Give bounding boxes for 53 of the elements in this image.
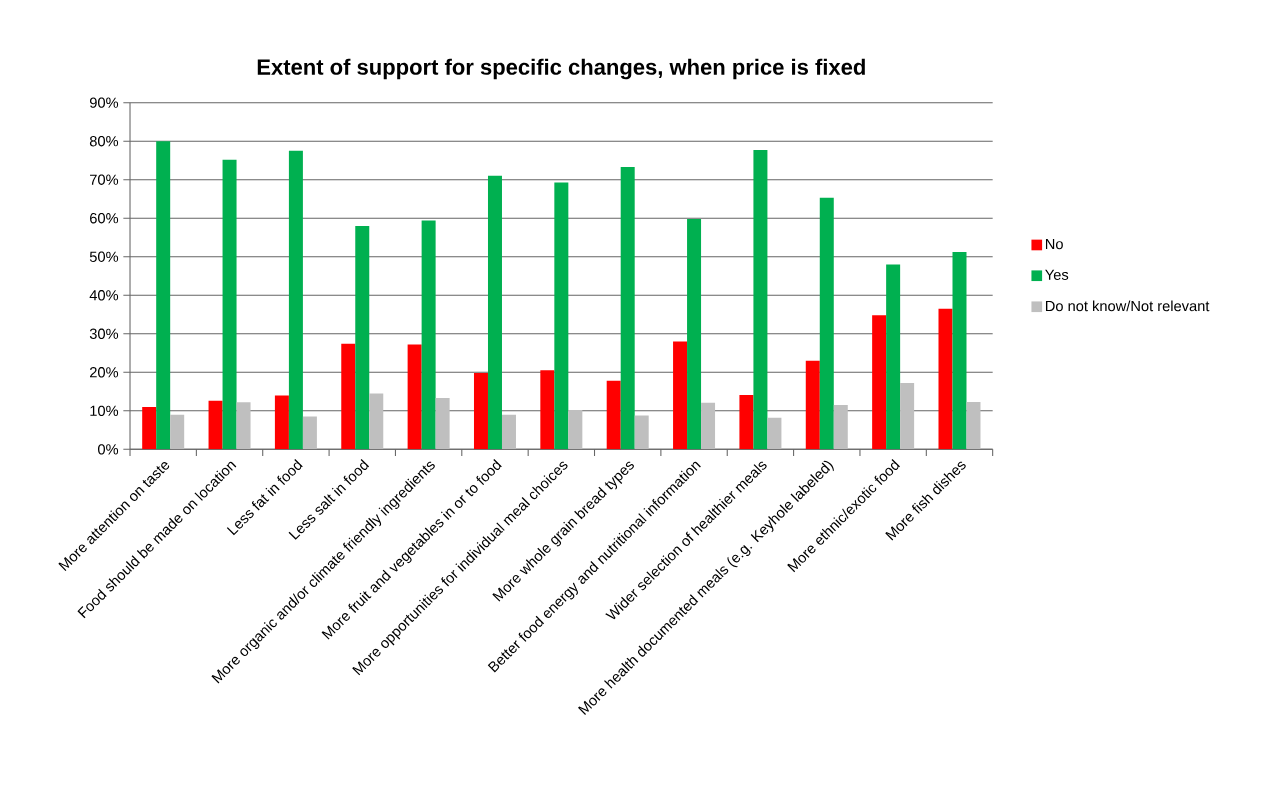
y-tick-label: 70%: [90, 174, 119, 186]
bar: [767, 417, 782, 450]
legend-label: No: [1045, 239, 1063, 250]
bar: [900, 383, 915, 450]
bar: [701, 402, 716, 450]
bar: [355, 226, 370, 450]
bar: [886, 264, 901, 450]
bar: [634, 415, 649, 450]
bar: [487, 176, 502, 450]
bar: [833, 405, 848, 450]
y-tick-label: 20%: [90, 367, 119, 378]
bar: [606, 380, 621, 450]
bar: [739, 395, 754, 450]
bar: [753, 150, 768, 450]
bar: [170, 414, 185, 450]
bar: [341, 343, 356, 450]
bar: [554, 182, 569, 450]
bar: [687, 219, 702, 450]
bar: [568, 410, 583, 450]
bar: [673, 341, 688, 450]
bar: [938, 308, 953, 450]
bar: [473, 373, 488, 450]
bar: [142, 407, 157, 450]
y-tick-label: 80%: [89, 136, 119, 147]
y-tick-label: 60%: [90, 213, 119, 224]
y-tick-label: 90%: [89, 97, 119, 109]
bar: [288, 150, 303, 450]
legend-label: Do not know/Not relevant: [1045, 300, 1210, 312]
bar: [952, 252, 967, 450]
y-tick-label: 40%: [89, 290, 119, 301]
bar: [222, 159, 237, 450]
bar: [421, 220, 436, 450]
bar: [966, 402, 981, 450]
bar: [302, 416, 317, 450]
y-tick-label: 30%: [89, 328, 119, 340]
y-tick-label: 10%: [90, 405, 119, 417]
bar: [501, 414, 516, 450]
bar: [805, 360, 820, 450]
bar: [208, 400, 223, 450]
bar: [872, 315, 887, 450]
bar: [156, 141, 171, 450]
bar: [435, 398, 450, 450]
bar: [407, 344, 422, 450]
chart-title: Extent of support for specific changes, when price is fixed: [257, 58, 865, 80]
bar: [274, 395, 289, 450]
bar: [236, 402, 251, 450]
y-tick-label: 50%: [89, 251, 119, 263]
legend-label: Yes: [1045, 269, 1069, 281]
bar: [620, 167, 635, 450]
bar: [369, 393, 384, 450]
y-tick-label: 0%: [98, 444, 119, 455]
bar: [540, 370, 555, 450]
bar: [819, 197, 834, 450]
